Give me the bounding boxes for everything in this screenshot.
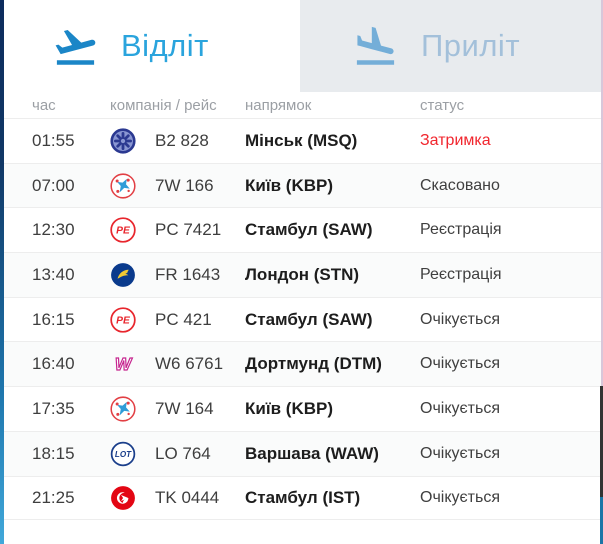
plane-landing-icon [352, 23, 399, 70]
flight-cell: LOT LO 764 [110, 441, 245, 467]
time-cell: 16:40 [32, 354, 75, 374]
destination-cell: Дортмунд (DTM) [245, 354, 382, 374]
destination-cell: Стамбул (SAW) [245, 220, 373, 240]
tab-arrivals-label: Приліт [421, 28, 521, 63]
destination-cell: Київ (KBP) [245, 175, 333, 195]
table-row[interactable]: 12:30 PE PC 7421 Стамбул (SAW) Реєстраці… [0, 207, 603, 252]
pegasus-logo: PE [110, 217, 136, 243]
windrose-logo [110, 396, 136, 422]
flight-cell: 7W 164 [110, 396, 245, 422]
tab-departures[interactable]: Відліт [0, 0, 300, 92]
belavia-logo [110, 128, 136, 154]
header-company-flight: компанія / рейс [110, 96, 217, 114]
status-cell: Очікується [420, 310, 501, 328]
svg-text:LOT: LOT [115, 450, 132, 459]
time-cell: 17:35 [32, 398, 75, 418]
status-cell: Скасовано [420, 176, 500, 194]
destination-cell: Київ (KBP) [245, 398, 333, 418]
status-cell: Реєстрація [420, 221, 502, 239]
time-cell: 16:15 [32, 309, 75, 329]
flight-number: TK 0444 [155, 487, 220, 507]
flight-number: W6 6761 [155, 354, 224, 374]
svg-text:PE: PE [116, 226, 131, 237]
left-accent-border [0, 0, 4, 544]
destination-cell: Лондон (STN) [245, 264, 360, 284]
destination-cell: Мінськ (MSQ) [245, 130, 358, 150]
flight-cell: TK 0444 [110, 485, 245, 511]
flight-number: B2 828 [155, 130, 209, 150]
wizzair-logo: W [110, 351, 136, 377]
time-cell: 07:00 [32, 175, 75, 195]
flight-cell: FR 1643 [110, 262, 245, 288]
tab-departures-label: Відліт [121, 28, 209, 63]
table-row[interactable]: 01:55 B2 828 Мінськ (MSQ) Затримка [0, 118, 603, 163]
windrose-logo [110, 172, 136, 199]
flight-cell: B2 828 [110, 128, 245, 154]
header-direction: напрямок [245, 96, 312, 114]
table-row[interactable]: 16:40 W W6 6761 Дортмунд (DTM) Очікуєтьс… [0, 341, 603, 387]
tab-arrivals[interactable]: Приліт [300, 0, 603, 92]
lot-logo: LOT [110, 441, 136, 467]
table-row[interactable]: 07:00 7W 166 Київ (KBP) Скасовано [0, 162, 603, 208]
status-cell: Реєстрація [420, 265, 502, 283]
scrollbar-track-bottom[interactable] [600, 497, 603, 544]
header-status: статус [420, 96, 465, 114]
flight-cell: PE PC 421 [110, 306, 245, 333]
time-cell: 13:40 [32, 264, 75, 284]
status-cell: Очікується [420, 444, 501, 462]
table-header: час компанія / рейс напрямок статус [0, 92, 603, 118]
flight-number: LO 764 [155, 443, 211, 463]
table-row[interactable]: 21:25 TK 0444 Стамбул (IST) Очікується [0, 475, 603, 521]
pegasus-logo: PE [110, 306, 136, 333]
tab-bar: Відліт Приліт [0, 0, 603, 92]
status-cell: Очікується [420, 488, 501, 506]
status-cell: Очікується [420, 355, 501, 373]
flight-number: FR 1643 [155, 264, 221, 284]
time-cell: 12:30 [32, 220, 75, 240]
flight-cell: PE PC 7421 [110, 217, 245, 243]
table-row[interactable]: 13:40 FR 1643 Лондон (STN) Реєстрація [0, 252, 603, 297]
time-cell: 21:25 [32, 487, 75, 507]
svg-text:PE: PE [116, 315, 131, 326]
plane-takeoff-icon [52, 23, 99, 70]
destination-cell: Стамбул (SAW) [245, 309, 373, 329]
scrollbar-thumb[interactable] [600, 386, 603, 497]
right-border [601, 0, 603, 386]
flight-cell: W W6 6761 [110, 351, 245, 377]
svg-text:W: W [115, 354, 133, 374]
flight-cell: 7W 166 [110, 172, 245, 199]
destination-cell: Варшава (WAW) [245, 443, 379, 463]
table-row[interactable]: 18:15 LOT LO 764 Варшава (WAW) Очікуєтьс… [0, 430, 603, 476]
table-row[interactable]: 17:35 7W 164 Київ (KBP) Очікується [0, 386, 603, 431]
destination-cell: Стамбул (IST) [245, 487, 361, 507]
flight-number: PC 421 [155, 309, 212, 329]
flight-number: 7W 166 [155, 175, 214, 195]
turkish-logo [110, 485, 136, 511]
status-cell: Очікується [420, 399, 501, 417]
flight-number: PC 7421 [155, 220, 222, 240]
status-cell: Затримка [420, 131, 491, 149]
time-cell: 01:55 [32, 130, 75, 150]
flight-number: 7W 164 [155, 398, 214, 418]
ryanair-logo [110, 262, 136, 288]
time-cell: 18:15 [32, 443, 75, 463]
header-time: час [32, 96, 56, 114]
table-body: 01:55 B2 828 Мінськ (MSQ) Затримка 07:00… [0, 118, 603, 521]
table-row[interactable]: 16:15 PE PC 421 Стамбул (SAW) Очікується [0, 296, 603, 342]
